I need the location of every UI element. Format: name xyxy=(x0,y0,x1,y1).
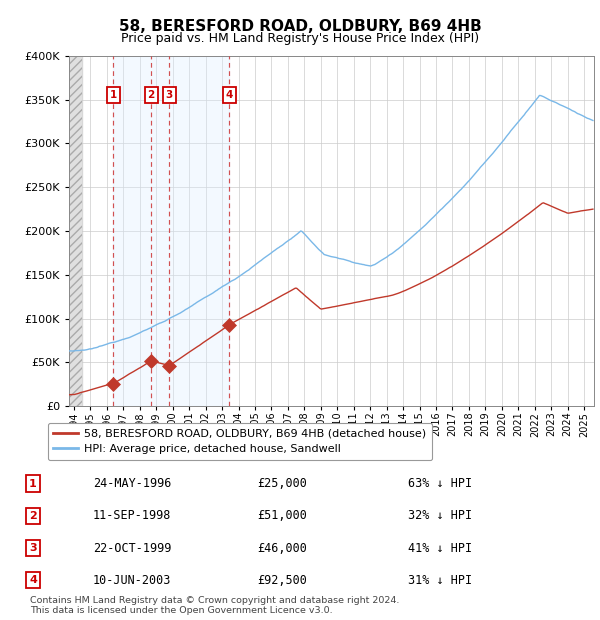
Text: Price paid vs. HM Land Registry's House Price Index (HPI): Price paid vs. HM Land Registry's House … xyxy=(121,32,479,45)
Text: 58, BERESFORD ROAD, OLDBURY, B69 4HB: 58, BERESFORD ROAD, OLDBURY, B69 4HB xyxy=(119,19,481,34)
Text: £46,000: £46,000 xyxy=(257,542,307,554)
Text: £25,000: £25,000 xyxy=(257,477,307,490)
Text: 3: 3 xyxy=(166,90,173,100)
Text: 4: 4 xyxy=(29,575,37,585)
Text: 31% ↓ HPI: 31% ↓ HPI xyxy=(408,574,472,587)
Text: Contains HM Land Registry data © Crown copyright and database right 2024.
This d: Contains HM Land Registry data © Crown c… xyxy=(30,596,400,615)
Text: 24-MAY-1996: 24-MAY-1996 xyxy=(93,477,171,490)
Text: 1: 1 xyxy=(29,479,37,489)
Bar xyxy=(113,56,229,406)
Bar xyxy=(69,56,82,406)
Text: 63% ↓ HPI: 63% ↓ HPI xyxy=(408,477,472,490)
Text: 2: 2 xyxy=(29,511,37,521)
Text: 2: 2 xyxy=(148,90,155,100)
Bar xyxy=(69,56,82,406)
Text: 1: 1 xyxy=(109,90,117,100)
Text: 3: 3 xyxy=(29,543,37,553)
Text: £92,500: £92,500 xyxy=(257,574,307,587)
Text: 32% ↓ HPI: 32% ↓ HPI xyxy=(408,510,472,522)
Text: 41% ↓ HPI: 41% ↓ HPI xyxy=(408,542,472,554)
Text: 22-OCT-1999: 22-OCT-1999 xyxy=(93,542,171,554)
Text: 10-JUN-2003: 10-JUN-2003 xyxy=(93,574,171,587)
Text: 4: 4 xyxy=(226,90,233,100)
Text: £51,000: £51,000 xyxy=(257,510,307,522)
Text: 11-SEP-1998: 11-SEP-1998 xyxy=(93,510,171,522)
Legend: 58, BERESFORD ROAD, OLDBURY, B69 4HB (detached house), HPI: Average price, detac: 58, BERESFORD ROAD, OLDBURY, B69 4HB (de… xyxy=(47,423,432,460)
